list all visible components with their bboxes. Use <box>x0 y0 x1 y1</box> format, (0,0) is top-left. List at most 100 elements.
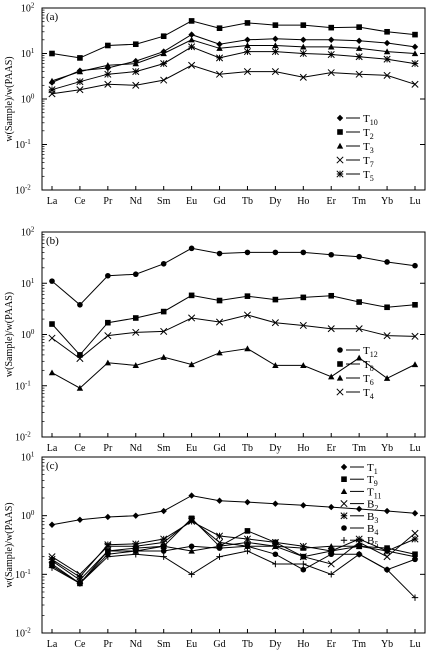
data-point <box>384 28 390 35</box>
legend-label: B4 <box>367 523 378 537</box>
y-tick-label-base: 10 <box>21 95 31 106</box>
legend-marker <box>336 156 344 164</box>
data-point <box>76 580 84 587</box>
data-point <box>383 332 391 340</box>
legend-label-name: T <box>363 155 370 167</box>
legend-label-subscript: 3 <box>370 146 374 155</box>
x-tick-label: Ce <box>74 196 86 207</box>
x-tick-label: Pr <box>103 443 113 454</box>
y-tick-label-exponent: -1 <box>25 379 31 387</box>
data-point <box>300 362 307 368</box>
x-tick-label: Sm <box>157 639 171 650</box>
data-point <box>355 53 363 61</box>
data-point <box>328 24 335 31</box>
data-point <box>411 43 419 51</box>
legend-label-subscript: 4 <box>370 392 374 401</box>
legend-label: T7 <box>363 155 374 169</box>
data-point <box>188 61 196 69</box>
legend-label: T11 <box>367 486 381 500</box>
data-point <box>355 535 363 543</box>
series-line <box>51 247 416 306</box>
data-point <box>77 55 83 61</box>
data-point <box>272 42 279 49</box>
legend-label: T1 <box>367 462 378 476</box>
legend-label-subscript: 12 <box>370 350 378 359</box>
data-point <box>411 594 419 601</box>
y-tick-label-base: 10 <box>15 570 25 581</box>
series-line <box>51 348 416 389</box>
data-point <box>411 332 419 340</box>
series-t9 <box>49 515 418 587</box>
legend-label-subscript: 8 <box>370 364 374 373</box>
data-point <box>383 566 391 573</box>
legend-label-name: T <box>367 474 374 486</box>
legend-marker <box>340 463 348 471</box>
legend-marker <box>336 114 344 122</box>
data-point <box>48 86 56 94</box>
series-t2 <box>49 18 418 61</box>
data-point <box>244 20 251 26</box>
data-point <box>48 521 56 528</box>
data-point <box>328 251 335 258</box>
data-point <box>299 553 307 561</box>
data-point <box>244 249 251 256</box>
x-tick-label: Yb <box>381 639 393 650</box>
data-point <box>355 70 363 78</box>
data-point <box>272 35 279 43</box>
data-point <box>300 566 307 573</box>
data-point <box>300 502 307 509</box>
data-point <box>104 553 112 560</box>
data-point <box>48 564 56 571</box>
y-tick-label: 102 <box>21 226 35 239</box>
x-tick-label: Tb <box>242 639 253 650</box>
y-tick-label-exponent: -1 <box>25 138 31 146</box>
data-point <box>216 45 223 51</box>
x-tick-label: Eu <box>186 196 197 207</box>
x-tick-label: Sm <box>157 443 171 454</box>
data-point <box>412 301 418 308</box>
data-point <box>328 43 335 50</box>
data-point <box>244 42 251 49</box>
data-point <box>216 250 223 257</box>
data-point <box>300 36 307 44</box>
legend-marker <box>336 170 344 178</box>
series-line <box>51 495 416 526</box>
y-tick-label: 10-1 <box>15 138 31 151</box>
legend-label-subscript: 9 <box>374 479 378 488</box>
x-tick-label: Eu <box>186 443 197 454</box>
x-tick-label: Pr <box>103 196 113 207</box>
y-tick-label: 10-2 <box>15 627 31 640</box>
legend-marker <box>337 347 343 353</box>
data-point <box>328 543 335 549</box>
x-tick-label: Pr <box>103 639 113 650</box>
y-tick-label: 100 <box>21 328 35 341</box>
data-point <box>76 78 84 86</box>
legend-label: T8 <box>363 359 374 373</box>
data-point <box>188 314 196 322</box>
data-point <box>188 361 195 368</box>
data-point <box>160 507 167 515</box>
legend-label: T10 <box>363 113 378 127</box>
data-point <box>355 543 363 549</box>
data-point <box>49 321 55 327</box>
data-point <box>104 64 112 72</box>
data-point <box>244 293 251 299</box>
data-point <box>271 48 279 56</box>
x-tick-label: Ce <box>74 639 86 650</box>
x-tick-label: La <box>47 639 58 650</box>
x-tick-label: La <box>47 196 58 207</box>
data-point <box>132 60 139 67</box>
y-tick-label: 10-1 <box>15 568 31 581</box>
data-point <box>215 70 224 78</box>
data-point <box>216 545 223 551</box>
data-point <box>160 260 167 267</box>
data-point <box>48 334 56 342</box>
series-t1 <box>48 492 419 528</box>
data-point <box>132 81 140 89</box>
legend-label-name: T <box>363 359 370 371</box>
legend-label-subscript: 4 <box>374 528 378 537</box>
data-point <box>216 297 223 304</box>
data-point <box>356 253 362 260</box>
